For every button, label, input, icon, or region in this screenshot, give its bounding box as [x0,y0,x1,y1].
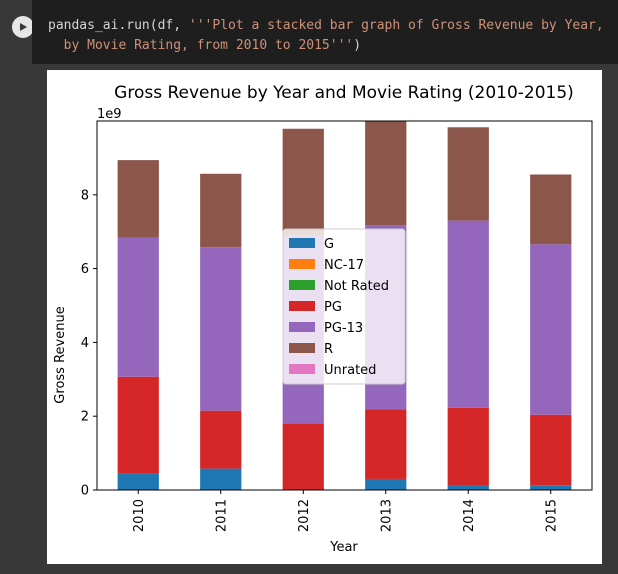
bar-2010-r [117,160,159,238]
code-line-2[interactable]: by Movie Rating, from 2010 to 2015''') [48,38,361,53]
code-string-part-2: by Movie Rating, from 2010 to 2015''' [48,38,354,53]
bar-2012-pg [282,423,324,490]
y-axis-label: Gross Revenue [53,306,68,403]
y-tick-label: 2 [81,410,89,425]
x-tick-label: 2015 [544,499,559,532]
legend-label-unrated: Unrated [324,363,376,378]
legend-label-r: R [324,342,333,357]
chart-title: Gross Revenue by Year and Movie Rating (… [114,83,574,103]
x-axis-label: Year [329,540,358,555]
legend-label-pg: PG [324,300,342,315]
legend-swatch-pg [289,301,315,311]
run-cell-button[interactable] [12,16,34,38]
y-tick-label: 0 [81,484,89,499]
x-tick-label: 2011 [214,499,229,532]
y-tick-label: 6 [81,262,89,277]
x-tick-label: 2014 [462,499,477,532]
play-icon [20,23,27,31]
y-tick-label: 8 [81,188,89,203]
bar-2011-pg [200,410,242,469]
bar-2012-r [282,128,324,236]
bar-2013-pg [365,409,407,479]
code-close-paren: ) [353,38,362,53]
legend-swatch-unrated [289,364,315,374]
bar-2013-r [365,121,407,226]
x-tick-label: 2013 [379,499,394,532]
x-tick-label: 2010 [132,499,147,532]
legend-label-not-rated: Not Rated [324,279,389,294]
code-call: pandas_ai.run(df, [48,18,189,33]
bar-2010-pg [117,376,159,474]
y-tick-label: 4 [81,336,89,351]
bar-2015-g [530,485,572,490]
plot-frame [96,120,593,491]
stacked-bar-chart: Gross Revenue by Year and Movie Rating (… [53,83,593,555]
bar-2015-pg [530,414,572,486]
bar-2011-pg-13 [200,247,242,411]
x-tick-label: 2012 [297,499,312,532]
legend-swatch-pg-13 [289,322,315,332]
bar-2011-r [200,173,242,248]
legend-swatch-g [289,238,315,248]
y-scale-label: 1e9 [97,107,122,122]
bar-2010-g [117,473,159,490]
bar-2011-g [200,468,242,490]
legend-label-pg-13: PG-13 [324,321,363,336]
legend-label-g: G [324,237,334,252]
output-area: Gross Revenue by Year and Movie Rating (… [47,70,602,564]
bar-2013-g [365,478,407,490]
legend-swatch-not-rated [289,280,315,290]
code-string-part-1: '''Plot a stacked bar graph of Gross Rev… [188,18,604,33]
legend-swatch-nc-17 [289,259,315,269]
bar-2014-g [447,485,489,490]
legend-swatch-r [289,343,315,353]
bar-2015-r [530,174,572,245]
code-line-1[interactable]: pandas_ai.run(df, '''Plot a stacked bar … [48,18,604,33]
bar-2015-pg-13 [530,244,572,415]
bar-2014-r [447,127,489,221]
legend: G NC-17 Not Rated PG PG-13 R Unrated [282,228,406,385]
bar-2010-pg-13 [117,237,159,377]
bar-2014-pg-13 [447,220,489,408]
legend-label-nc-17: NC-17 [324,258,364,273]
bar-2014-pg [447,407,489,486]
code-editor[interactable] [32,0,618,64]
